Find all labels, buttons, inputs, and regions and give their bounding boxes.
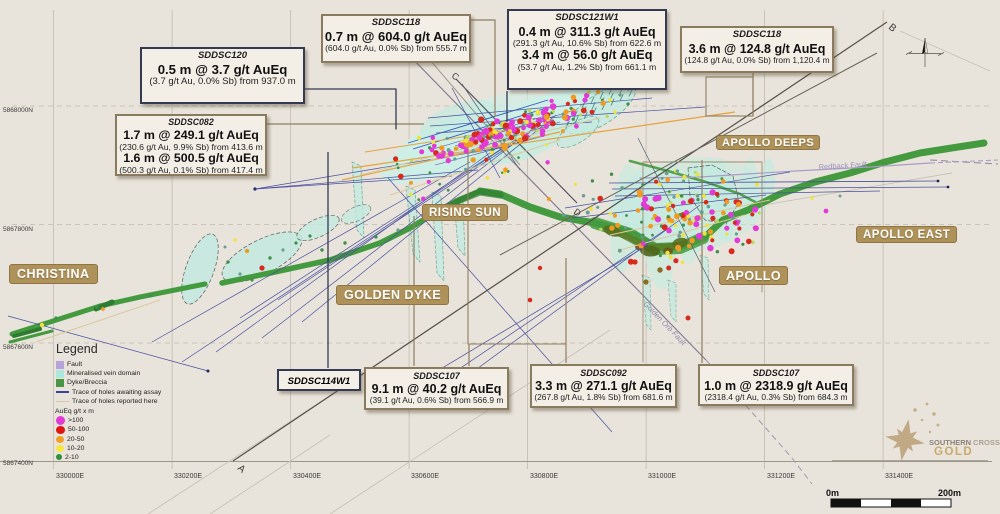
- svg-text:Redback Fault: Redback Fault: [818, 159, 868, 171]
- svg-text:B: B: [886, 22, 898, 35]
- svg-text:A: A: [235, 463, 247, 476]
- svg-text:C: C: [450, 70, 461, 82]
- svg-text:D: D: [572, 206, 583, 218]
